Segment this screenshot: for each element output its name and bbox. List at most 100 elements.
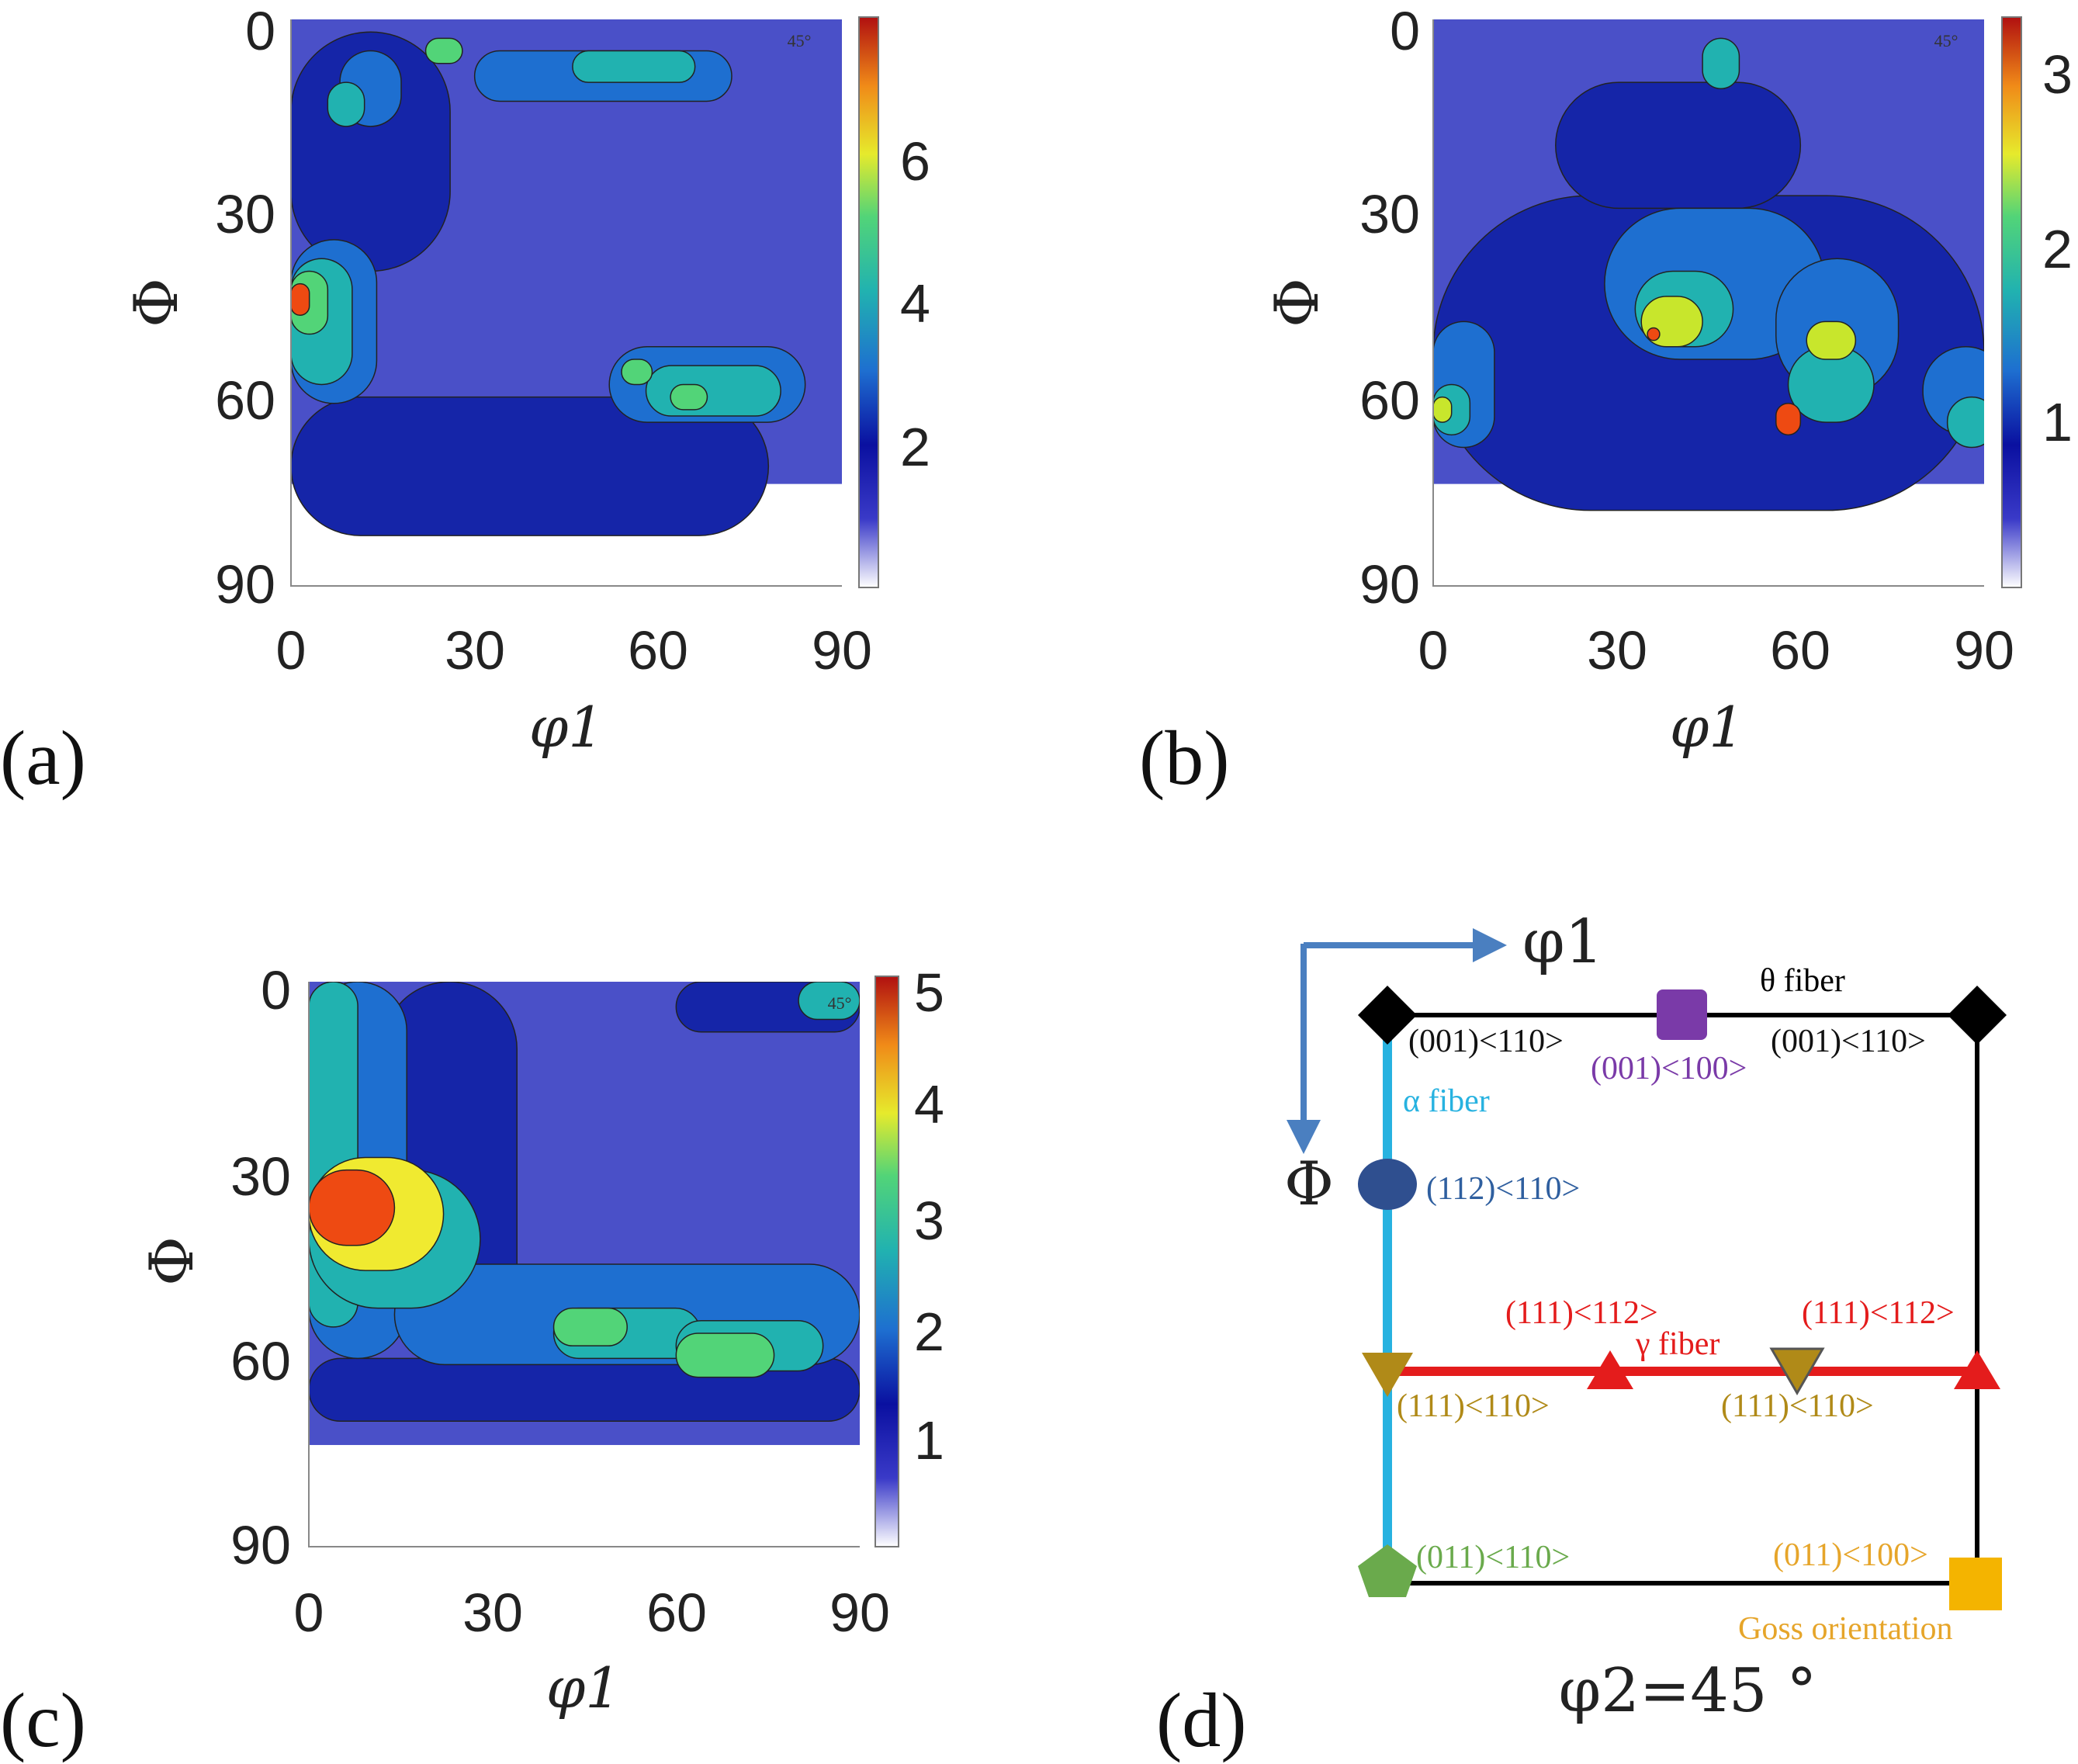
contour-level-1.5-region-1 — [1555, 81, 1802, 210]
colorbar-tick: 2 — [2042, 219, 2073, 279]
up-triangle-marker-2 — [1954, 1350, 2000, 1389]
contour-level-3-region-1 — [1806, 321, 1857, 360]
alpha-fiber-label: α fiber — [1403, 1083, 1490, 1119]
y-tick-label: 60 — [230, 1331, 291, 1391]
diamond-marker-top-left — [1358, 986, 1417, 1045]
odf-panel-b: 45° 1 2 3 0 30 60 90 0 30 60 90 φ1 Φ (b) — [1139, 1, 2073, 801]
colorbar-tick: 6 — [900, 131, 930, 192]
label-112-110: (112)<110> — [1426, 1171, 1580, 1207]
x-tick-label: 60 — [1770, 620, 1830, 681]
odf-panel-c: 45° 1 2 3 4 5 0 30 60 90 0 30 60 90 φ1 Φ… — [0, 960, 944, 1763]
x-tick-label: 90 — [812, 620, 872, 681]
y-tick-label: 90 — [230, 1515, 291, 1575]
contour-level-2.5-region-4 — [798, 982, 860, 1021]
theta-fiber-label: θ fiber — [1760, 963, 1845, 999]
colorbar — [2001, 16, 2022, 588]
odf-plot-area — [309, 982, 860, 1445]
down-triangle-marker-mid — [1769, 1347, 1825, 1395]
label-001-100: (001)<100> — [1591, 1051, 1747, 1086]
x-tick-label: 0 — [294, 1582, 324, 1643]
x-axis-label: φ1 — [529, 695, 604, 760]
Phi-axis-label: Φ — [1284, 1149, 1334, 1219]
odf-panel-a: 45° 2 4 6 0 30 60 90 0 30 60 90 φ1 Φ (a) — [0, 1, 930, 801]
panel-letter: (b) — [1139, 715, 1230, 801]
x-tick-label: 30 — [462, 1582, 523, 1643]
Phi-axis-arrow — [1287, 944, 1321, 1154]
x-tick-label: 60 — [628, 620, 688, 681]
colorbar-tick: 2 — [900, 417, 930, 477]
contour-level-5-region-2 — [621, 359, 653, 386]
label-111-110-right: (111)<110> — [1721, 1388, 1874, 1424]
x-tick-label: 0 — [276, 620, 307, 681]
label-111-112-right: (111)<112> — [1802, 1295, 1955, 1331]
contour-level-3.3-region-0 — [1775, 403, 1802, 436]
axis-frame — [1432, 19, 1984, 587]
goss-square-marker — [1949, 1558, 2002, 1610]
y-tick-label: 0 — [1390, 1, 1420, 61]
x-tick-label: 0 — [1418, 620, 1449, 681]
x-tick-label: 90 — [829, 1582, 890, 1643]
odf-plot-area — [291, 19, 842, 536]
contour-level-3.5-region-0 — [552, 1307, 628, 1346]
colorbar-tick: 1 — [914, 1410, 944, 1471]
y-tick-label: 30 — [230, 1146, 291, 1207]
y-axis-label: Φ — [137, 1236, 207, 1286]
label-111-110-left: (111)<110> — [1397, 1388, 1550, 1424]
diamond-marker-top-right — [1948, 986, 2007, 1045]
y-tick-label: 30 — [1359, 184, 1420, 244]
corner-label: 45° — [828, 993, 852, 1013]
colorbar-tick: 3 — [2042, 44, 2073, 105]
down-triangle-marker-left — [1362, 1353, 1413, 1397]
axis-frame — [308, 982, 860, 1547]
label-001-110-right: (001)<110> — [1771, 1024, 1926, 1059]
corner-label: 45° — [788, 31, 812, 50]
label-011-100: (011)<100> — [1773, 1537, 1928, 1573]
y-axis-label: Φ — [1262, 278, 1332, 328]
up-triangle-marker-1 — [1587, 1350, 1633, 1389]
label-001-110-left: (001)<110> — [1408, 1024, 1564, 1059]
contour-level-4-region-2 — [645, 365, 781, 417]
y-axis-label: Φ — [122, 278, 192, 328]
y-tick-label: 0 — [245, 1, 275, 61]
label-111-112-left: (111)<112> — [1505, 1295, 1658, 1331]
phi1-axis-arrow — [1304, 928, 1507, 962]
colorbar — [858, 16, 879, 588]
contour-level-3-region-2 — [1433, 396, 1453, 423]
contour-level-3.3-region-1 — [1647, 327, 1661, 341]
colorbar-tick: 5 — [914, 962, 944, 1023]
contour-level-5-region-0 — [309, 1169, 396, 1246]
colorbar-tick: 2 — [914, 1301, 944, 1362]
y-tick-label: 0 — [261, 960, 291, 1021]
colorbar-tick: 3 — [914, 1190, 944, 1251]
y-tick-label: 30 — [215, 184, 275, 244]
x-tick-label: 60 — [646, 1582, 707, 1643]
x-tick-label: 30 — [445, 620, 505, 681]
fiber-schematic-panel-d: φ1 Φ θ fiber (001)<110> (001)<100> (001)… — [1156, 907, 2007, 1763]
corner-label: 45° — [1934, 31, 1959, 50]
colorbar-tick: 1 — [2042, 392, 2073, 452]
contour-level-5-region-1 — [670, 383, 708, 411]
y-tick-label: 90 — [1359, 554, 1420, 615]
contour-level-4-region-3 — [572, 50, 696, 83]
gamma-fiber-label: γ fiber — [1635, 1326, 1720, 1362]
odf-plot-area — [1433, 19, 1984, 511]
y-tick-label: 60 — [1359, 370, 1420, 431]
y-tick-label: 60 — [215, 370, 275, 431]
x-axis-label: φ1 — [546, 1655, 621, 1721]
phi2-caption: φ2=45 ° — [1559, 1656, 1817, 1726]
contour-level-7-region-0 — [291, 282, 310, 316]
x-tick-label: 90 — [1954, 620, 2014, 681]
colorbar — [874, 976, 899, 1547]
ellipse-marker-112-110 — [1358, 1159, 1417, 1210]
colorbar-tick: 4 — [900, 273, 930, 334]
square-marker-001-100 — [1657, 989, 1707, 1040]
y-tick-label: 90 — [215, 554, 275, 615]
contour-level-2.5-region-3 — [1946, 396, 1984, 449]
x-tick-label: 30 — [1587, 620, 1647, 681]
label-011-110: (011)<110> — [1416, 1540, 1570, 1575]
contour-level-3.5-region-1 — [675, 1333, 775, 1378]
x-axis-label: φ1 — [1670, 695, 1744, 760]
contour-level-2-region-1 — [291, 396, 770, 536]
contour-level-4-region-1 — [327, 81, 365, 127]
